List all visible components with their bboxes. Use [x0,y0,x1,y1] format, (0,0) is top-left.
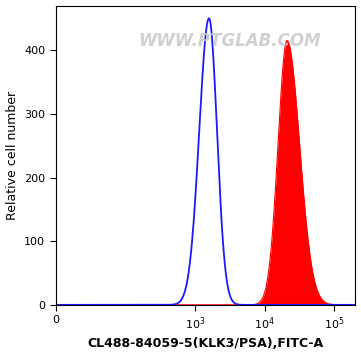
X-axis label: CL488-84059-5(KLK3/PSA),FITC-A: CL488-84059-5(KLK3/PSA),FITC-A [87,337,323,350]
Text: WWW.PTGLAB.COM: WWW.PTGLAB.COM [138,32,321,51]
Y-axis label: Relative cell number: Relative cell number [5,91,18,220]
